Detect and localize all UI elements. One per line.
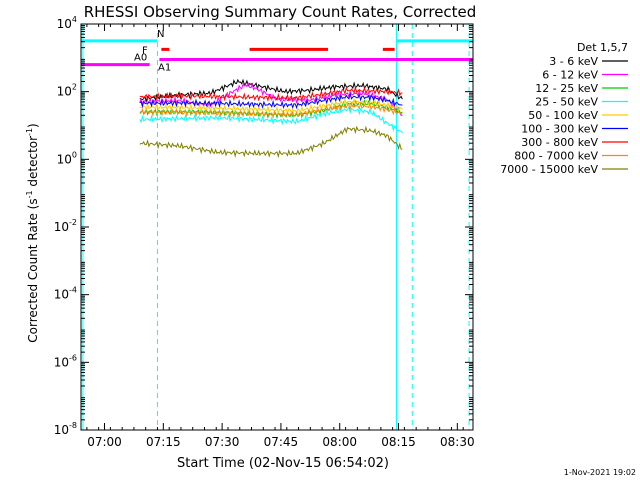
y-tick-label: 10-2 — [54, 218, 77, 234]
y-tick-label: 102 — [57, 83, 77, 99]
y-tick-base: 10 — [57, 17, 72, 31]
y-axis-label: Corrected Count Rate (s-1 detector-1) — [25, 123, 40, 342]
y-tick-exponent: -6 — [69, 353, 77, 362]
legend-label: 100 - 300 keV — [521, 123, 598, 136]
x-axis-label: Start Time (02-Nov-15 06:54:02) — [177, 456, 389, 471]
y-tick-base: 10 — [54, 355, 69, 369]
y-tick-base: 10 — [57, 85, 72, 99]
x-tick-label: 08:00 — [322, 435, 357, 449]
y-tick-exponent: 0 — [72, 150, 77, 159]
legend-label: 6 - 12 keV — [542, 69, 598, 82]
y-tick-base: 10 — [54, 220, 69, 234]
state-bar-label: A1 — [158, 63, 171, 74]
state-bar-label: F — [142, 45, 148, 56]
x-tick-label: 07:15 — [146, 435, 181, 449]
y-tick-label: 10-8 — [54, 421, 77, 437]
y-tick-base: 10 — [57, 152, 72, 166]
series-line-2 — [139, 99, 403, 120]
y-tick-label: 104 — [57, 15, 77, 31]
y-tick-label: 100 — [57, 150, 77, 166]
y-axis-label-post: ) — [26, 123, 40, 128]
y-tick-exponent: 4 — [72, 15, 77, 24]
footer-timestamp: 1-Nov-2021 19:02 — [564, 468, 636, 477]
y-tick-exponent: -8 — [69, 421, 77, 430]
series-line-8 — [139, 125, 403, 159]
y-axis-label-mid: detector — [26, 136, 40, 191]
chart-title: RHESSI Observing Summary Count Rates, Co… — [84, 3, 477, 21]
y-tick-exponent: -4 — [69, 286, 77, 295]
x-tick-label: 08:15 — [381, 435, 416, 449]
x-tick-label: 07:00 — [87, 435, 122, 449]
y-tick-base: 10 — [54, 423, 69, 437]
series-line-3 — [139, 105, 403, 134]
legend-label: 300 - 800 keV — [521, 136, 598, 149]
x-tick-label: 07:45 — [264, 435, 299, 449]
state-bar-label: N — [157, 29, 164, 40]
y-axis-label-exp1: -1 — [25, 190, 34, 198]
plot-frame — [80, 23, 474, 431]
y-tick-label: 10-6 — [54, 353, 77, 369]
series-line-7 — [139, 101, 403, 119]
y-tick-exponent: -2 — [69, 218, 77, 227]
legend-label: 12 - 25 keV — [535, 82, 598, 95]
series-line-4 — [139, 97, 403, 115]
y-axis-label-pre: Corrected Count Rate (s — [26, 198, 40, 342]
y-axis-label-exp2: -1 — [25, 128, 34, 136]
state-bar-label: A0 — [134, 53, 147, 64]
x-tick-label: 07:30 — [205, 435, 240, 449]
series-line-6 — [139, 85, 403, 102]
y-tick-label: 10-4 — [54, 286, 77, 302]
legend-label: 7000 - 15000 keV — [500, 163, 598, 176]
legend-label: 800 - 7000 keV — [514, 150, 598, 163]
y-tick-base: 10 — [54, 288, 69, 302]
legend-label: 25 - 50 keV — [535, 96, 598, 109]
legend-label: 3 - 6 keV — [549, 55, 598, 68]
series-line-1 — [139, 82, 403, 116]
series-line-5 — [139, 92, 403, 110]
y-tick-exponent: 2 — [72, 83, 77, 92]
legend-title: Det 1,5,7 — [577, 41, 628, 54]
legend-label: 50 - 100 keV — [528, 109, 598, 122]
x-tick-label: 08:30 — [440, 435, 475, 449]
